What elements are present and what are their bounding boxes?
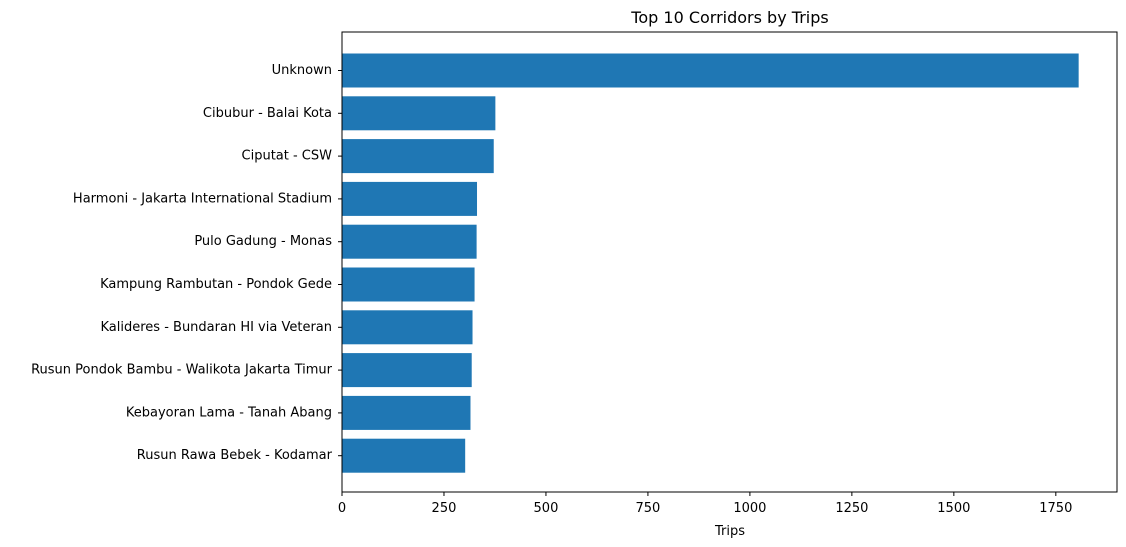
x-tick-label: 1250 [835,501,868,516]
chart-title: Top 10 Corridors by Trips [630,8,828,27]
y-tick-label: Kampung Rambutan - Pondok Gede [100,277,332,292]
bar [342,53,1079,88]
x-tick-label: 1500 [937,501,970,516]
bar [342,310,473,345]
y-tick-label: Cibubur - Balai Kota [203,106,332,121]
bar [342,224,477,259]
x-axis-label: Trips [714,524,745,539]
x-axis-ticks: 0 250 500 750 1000 1250 1500 1750 [338,492,1072,516]
y-tick-label: Ciputat - CSW [242,149,333,164]
bar [342,181,478,216]
bar [342,395,471,430]
x-tick-label: 500 [534,501,559,516]
x-tick-label: 1750 [1039,501,1072,516]
bar [342,438,466,473]
y-tick-label: Pulo Gadung - Monas [194,234,332,249]
x-tick-label: 0 [338,501,346,516]
y-axis-ticks: Unknown Cibubur - Balai Kota Ciputat - CSW… [31,63,342,463]
bar [342,96,496,131]
x-tick-label: 750 [636,501,661,516]
y-tick-label: Kalideres - Bundaran HI via Veteran [101,320,333,335]
plot-frame [341,31,1118,493]
y-tick-label: Rusun Pondok Bambu - Walikota Jakarta Ti… [31,363,333,378]
bar [342,353,472,388]
bar [342,139,494,174]
bar [342,267,475,302]
y-tick-label: Unknown [272,63,332,78]
y-tick-label: Rusun Rawa Bebek - Kodamar [137,448,333,463]
x-tick-label: 250 [432,501,457,516]
x-tick-label: 1000 [733,501,766,516]
y-tick-label: Harmoni - Jakarta International Stadium [73,191,332,206]
y-tick-label: Kebayoran Lama - Tanah Abang [126,405,332,420]
bars-layer [342,53,1079,473]
